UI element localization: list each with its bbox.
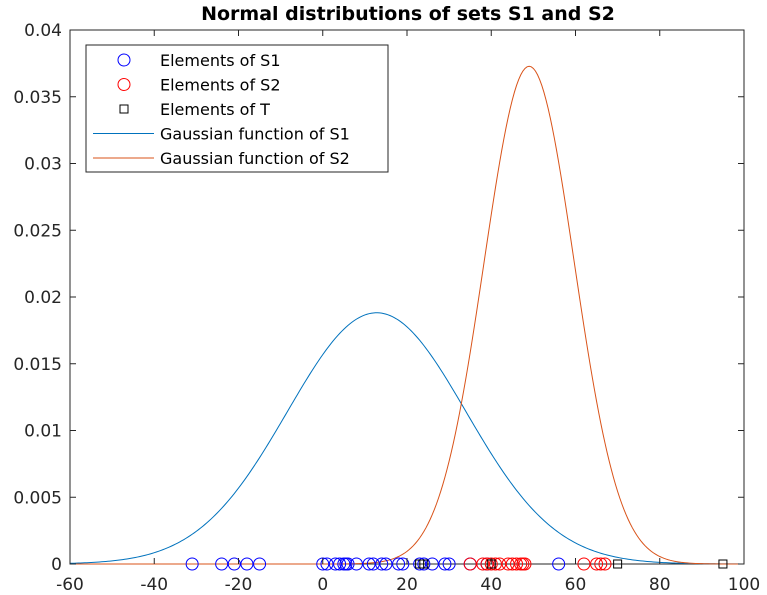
data-point [590,557,604,571]
y-axis-ticks: 0 0.005 0.01 0.015 0.02 0.025 0.03 0.035 0.04 [13,21,744,575]
data-point [392,557,406,571]
data-point [375,557,389,571]
chart-title: Normal distributions of sets S1 and S2 [201,3,615,25]
data-point [417,557,431,571]
data-point [320,557,334,571]
data-point [442,557,456,571]
y-tick-label: 0.02 [24,288,62,308]
data-point [253,557,267,571]
legend-swatch [117,53,131,67]
legend-label: Gaussian function of S2 [160,149,350,168]
data-point [366,557,380,571]
legend-label: Elements of S1 [160,51,281,70]
data-point [552,557,566,571]
x-tick-label: 60 [565,575,587,595]
x-tick-label: -40 [140,575,168,595]
data-point [349,557,363,571]
data-point [362,557,376,571]
data-point [480,557,494,571]
data-point [613,559,623,569]
data-point [438,557,452,571]
y-tick-label: 0.015 [13,355,62,375]
data-point [396,557,410,571]
legend-label: Gaussian function of S1 [160,125,350,144]
x-tick-label: 20 [396,575,418,595]
legend-swatch [119,104,129,114]
data-point [341,557,355,571]
y-tick-label: 0.035 [13,88,62,108]
legend: Elements of S1 Elements of S2 Elements of … [85,44,389,173]
y-tick-label: 0.03 [24,155,62,175]
data-point [227,557,241,571]
data-point [379,557,393,571]
data-point [328,557,342,571]
series-line [70,65,744,565]
y-tick-label: 0.01 [24,422,62,442]
data-point [419,559,429,569]
data-point [505,557,519,571]
data-point [577,557,591,571]
y-tick-label: 0.04 [24,21,62,41]
y-tick-label: 0 [51,555,62,575]
y-tick-label: 0.025 [13,221,62,241]
x-axis-ticks: -60 -40 -20 0 20 40 60 80 100 [56,30,760,595]
x-tick-label: 100 [728,575,760,595]
data-point [185,557,199,571]
legend-label: Elements of S2 [160,76,281,95]
legend-box [85,44,389,173]
data-point [718,559,728,569]
data-point [215,557,229,571]
x-tick-label: 80 [649,575,671,595]
legend-label: Elements of T [160,100,270,119]
data-point [598,557,612,571]
legend-swatch [117,78,131,91]
data-point [463,557,477,571]
x-tick-label: 40 [480,575,502,595]
data-point [501,557,515,571]
data-point [518,557,532,571]
data-point [594,557,608,571]
data-point [425,557,439,571]
x-tick-label: -20 [225,575,253,595]
data-point [476,557,490,571]
gaussian-curves [69,65,745,565]
data-point [510,557,524,571]
data-point [493,557,507,571]
y-tick-label: 0.005 [13,488,62,508]
x-tick-label: 0 [317,575,328,595]
data-point [488,557,502,571]
data-point [413,557,427,571]
x-tick-label: -60 [56,575,84,595]
series-line [69,312,745,565]
data-point [333,557,347,571]
data-point [240,557,254,571]
